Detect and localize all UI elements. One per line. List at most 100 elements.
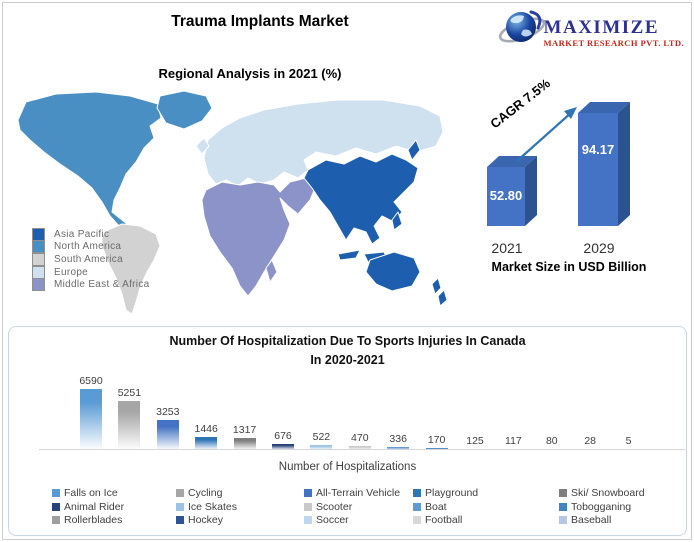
bar-value-label: 676 (274, 430, 292, 442)
bar-value-label: 5251 (117, 387, 142, 399)
map-legend: Asia Pacific North America South America Eu… (32, 227, 150, 292)
legend-item-rollerblades: Rollerblades (52, 514, 122, 526)
bar-all-terrain-vehicle (156, 420, 179, 450)
cagr-arrow-line (516, 111, 573, 162)
bar-value-label: 80 (545, 435, 558, 447)
year-label-2021: 2021 (491, 240, 523, 256)
legend-item-cycling: Cycling (176, 487, 222, 499)
legend-label: Cycling (188, 487, 223, 499)
legend-item-all-terrain-vehicle: All-Terrain Vehicle (304, 487, 400, 499)
legend-label: Baseball (571, 514, 612, 526)
hospitalization-axis-label: Number of Hospitalizations (278, 461, 417, 473)
legend-swatch (32, 278, 45, 292)
legend-label: Asia Pacific (54, 228, 110, 240)
bar-value-label: 336 (389, 433, 407, 445)
map-legend-item: Europe (32, 265, 149, 279)
region-greenland (156, 90, 213, 130)
legend-swatch (176, 502, 184, 511)
bar-ski-snowboard (233, 438, 256, 450)
region-new-zealand-2 (437, 289, 448, 307)
world-map (17, 90, 448, 315)
legend-label: South America (54, 253, 123, 265)
region-europe-uk (195, 137, 210, 155)
bar-value-label: 28 (584, 435, 597, 447)
region-australia (365, 251, 421, 292)
legend-swatch (52, 516, 60, 524)
bar-value-label: 5 (625, 435, 632, 447)
legend-label: Animal Rider (64, 500, 125, 513)
hospitalization-chart: Number Of Hospitalization Due To Sports … (8, 326, 687, 536)
bar-scooter (348, 446, 371, 450)
region-new-zealand-1 (431, 277, 442, 295)
bar-boat (387, 447, 410, 450)
company-logo: MAXIMIZE MARKET RESEARCH PVT. LTD. (498, 6, 684, 52)
regional-analysis-title: Regional Analysis in 2021 (%) (158, 66, 342, 81)
bar-2021-front (487, 167, 525, 226)
legend-label: Middle East & Africa (54, 279, 150, 291)
legend-item-soccer: Soccer (304, 514, 349, 526)
region-philippines (391, 211, 403, 231)
value-label-2021: 52.80 (489, 188, 523, 203)
legend-item-baseball: Baseball (559, 514, 611, 526)
bar-cycling (118, 401, 141, 450)
bar-ice-skates (310, 445, 333, 450)
bar-animal-rider (272, 444, 294, 450)
legend-label: Football (425, 514, 463, 526)
x-axis-line (39, 449, 685, 450)
legend-label: Ice Skates (188, 500, 238, 513)
map-legend-item: Middle East & Africa (32, 278, 150, 292)
legend-label: Scooter (316, 500, 353, 513)
legend-swatch (413, 502, 421, 511)
hospitalization-title-line1: Number Of Hospitalization Due To Sports … (169, 334, 526, 348)
bar-value-label: 1317 (232, 424, 257, 436)
legend-item-boat: Boat (413, 501, 447, 513)
logo-text: MAXIMIZE MARKET RESEARCH PVT. LTD. (544, 18, 684, 52)
legend-label: Ski/ Snowboard (571, 487, 645, 499)
legend-item-falls-on-ice: Falls on Ice (52, 487, 118, 499)
bar-falls-on-ice (80, 389, 102, 450)
bar-2029-side (618, 102, 630, 226)
bar-value-label: 125 (466, 435, 484, 447)
legend-item-ski-snowboard: Ski/ Snowboard (559, 487, 645, 499)
globe-swoosh-icon (498, 6, 550, 52)
bar-2029-front (578, 113, 618, 226)
hospitalization-title-line2: In 2020-2021 (310, 353, 385, 367)
legend-item-football: Football (413, 514, 462, 526)
bar-value-label: 522 (312, 431, 331, 443)
region-indonesia-1 (337, 249, 361, 261)
legend-swatch (176, 516, 184, 524)
legend-item-tobogganing: Tobogganing (559, 501, 631, 513)
map-legend-item: North America (32, 240, 149, 254)
legend-label: Tobogganing (571, 500, 632, 513)
legend-label: Playground (425, 487, 479, 499)
legend-item-hockey: Hockey (176, 514, 223, 526)
legend-swatch (413, 489, 421, 497)
legend-swatch (559, 489, 567, 497)
year-label-2029: 2029 (583, 240, 615, 256)
legend-label: All-Terrain Vehicle (316, 487, 401, 499)
bar-value-label: 3253 (156, 406, 180, 418)
bar-value-label: 6590 (79, 375, 103, 387)
legend-swatch (559, 516, 567, 524)
legend-label: Boat (425, 500, 447, 513)
region-japan (407, 139, 421, 161)
legend-label: North America (54, 241, 122, 253)
legend-swatch (304, 502, 312, 511)
market-growth-chart (487, 102, 630, 226)
bar-value-label: 170 (427, 434, 446, 446)
bar-2021-top (487, 156, 537, 167)
legend-label: Soccer (316, 514, 349, 526)
bar-2021-side (525, 156, 537, 226)
bar-value-label: 117 (505, 435, 522, 447)
legend-item-ice-skates: Ice Skates (176, 501, 237, 513)
region-middle-east-africa (201, 177, 317, 297)
region-asia-pacific (303, 153, 419, 245)
legend-label: Europe (54, 266, 89, 278)
legend-swatch (32, 240, 45, 254)
market-size-axis-label: Market Size in USD Billion (491, 260, 647, 274)
bar-2029-top (578, 102, 630, 113)
legend-item-playground: Playground (413, 487, 478, 499)
legend-swatch (304, 489, 312, 497)
bar-value-label: 470 (351, 432, 369, 444)
